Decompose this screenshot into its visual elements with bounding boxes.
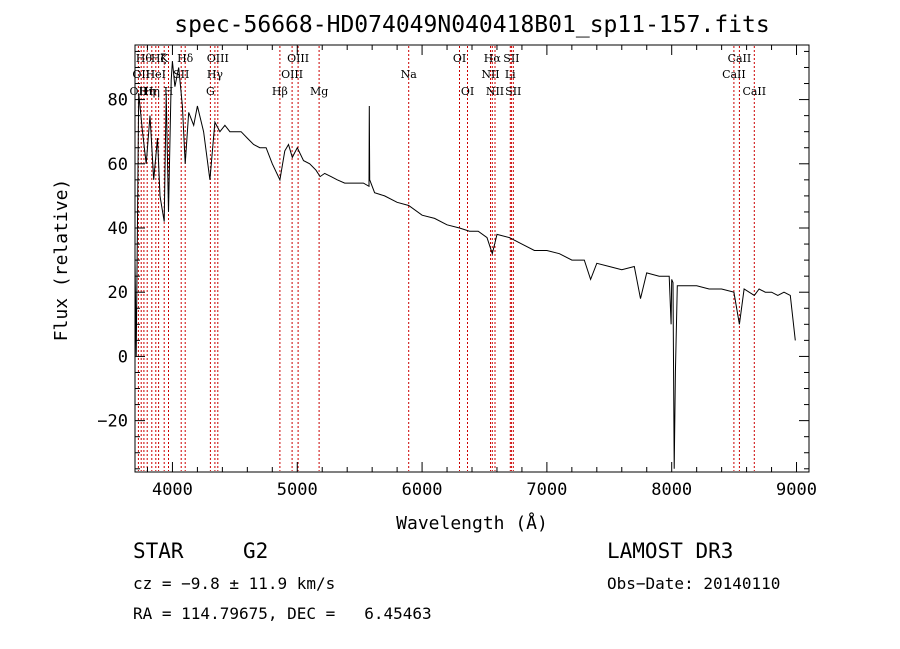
y-tick-label: 60 [108, 155, 128, 175]
spectral-line-label: H [164, 85, 174, 98]
spectral-line-label: HeI [146, 68, 166, 81]
y-axis-title: Flux (relative) [51, 179, 72, 342]
coordinates-text: RA = 114.79675, DEC = 6.45463 [133, 604, 432, 623]
spectral-line-label: Na [401, 68, 418, 81]
object-subclass: G2 [243, 539, 269, 563]
y-tick-label: 0 [118, 347, 128, 367]
x-tick-label: 9000 [776, 480, 817, 500]
spectral-line-label: Hβ [272, 85, 288, 98]
spectral-line-label: Hη [139, 85, 155, 98]
x-tick-label: 6000 [402, 480, 443, 500]
spectral-line-label: NII [481, 68, 499, 81]
redshift-text: cz = −9.8 ± 11.9 km/s [133, 574, 336, 593]
spectral-line-markers [137, 46, 755, 471]
y-tick-label: −20 [97, 412, 128, 432]
y-axis-ticks: −20 0 20 40 60 80 [97, 50, 809, 470]
spectral-line-label: SII [173, 68, 189, 81]
spectral-line-label: Hγ [207, 68, 224, 81]
spectral-line-label: Hθ [136, 52, 153, 65]
spectral-line-label: SII [505, 85, 521, 98]
survey-name: LAMOST DR3 [607, 539, 734, 563]
spectral-line-label: CaII [728, 52, 752, 65]
spectral-line-label: CaII [742, 85, 766, 98]
y-tick-label: 40 [108, 219, 128, 239]
spectrum-line [134, 61, 796, 469]
spectral-line-label: OIII [207, 52, 229, 65]
spectral-line-label: Li [505, 68, 516, 81]
x-tick-label: 8000 [651, 480, 692, 500]
spectral-line-label: Hζ [151, 52, 167, 65]
spectral-line-label: OI [461, 85, 474, 98]
spectral-line-label: Hδ [177, 52, 194, 65]
spectral-line-label: OIII [281, 68, 303, 81]
spectral-line-label: G [206, 85, 215, 98]
x-tick-label: 4000 [152, 480, 193, 500]
spectral-line-label: OIII [287, 52, 309, 65]
x-tick-label: 5000 [277, 480, 318, 500]
y-tick-label: 80 [108, 91, 128, 111]
spectral-line-label: NII [486, 85, 504, 98]
spectral-line-label: OI [453, 52, 466, 65]
x-tick-label: 7000 [526, 480, 567, 500]
chart-title: spec-56668-HD074049N040418B01_sp11-157.f… [174, 12, 769, 38]
spectral-line-label: OII [132, 68, 150, 81]
spectral-line-label: Mg [310, 85, 328, 98]
spectral-line-label: K [160, 52, 169, 65]
plot-frame [134, 44, 810, 473]
spectral-line-label: Hη [144, 85, 160, 98]
spectral-line-label: SII [503, 52, 519, 65]
obs-date-text: Obs−Date: 20140110 [607, 574, 781, 593]
spectral-line-label: CaII [722, 68, 746, 81]
spectral-line-label: OII [130, 85, 148, 98]
y-tick-label: 20 [108, 283, 128, 303]
spectral-line-label: Hα [484, 52, 502, 65]
object-type: STAR [133, 539, 184, 563]
x-axis-ticks: 4000 5000 6000 7000 8000 9000 [146, 45, 817, 500]
x-axis-title: Wavelength (Å) [396, 512, 548, 534]
